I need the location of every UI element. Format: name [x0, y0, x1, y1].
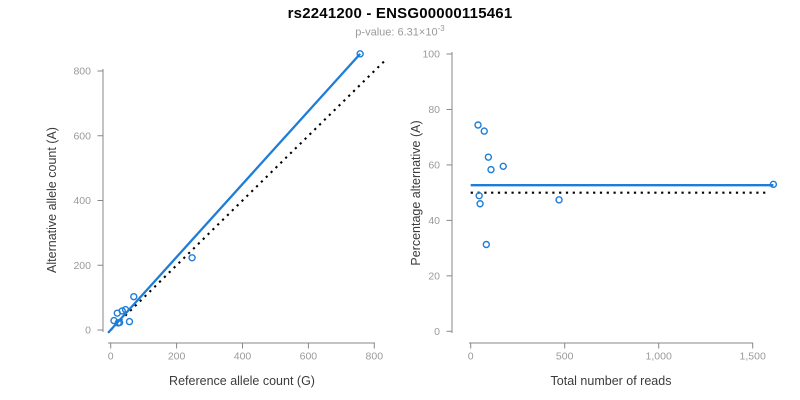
data-point: [555, 196, 563, 204]
data-point: [474, 121, 482, 129]
percentage-vs-reads-plot: 0 500 1,000 1,500 0 20 40 60 80 100 Total number o…: [409, 49, 778, 388]
y-tick-label: 40: [428, 215, 440, 227]
data-point: [125, 317, 134, 326]
x-tick-label: 500: [556, 351, 574, 363]
data-point: [769, 180, 778, 189]
x-tick-label: 0: [468, 351, 474, 363]
y-axis-title: Percentage alternative (A): [409, 120, 423, 265]
y-tick-label: 800: [73, 66, 91, 78]
data-point: [356, 50, 364, 58]
allele-counts-plot: 0 200 400 600 800 0 200 400 600 800 Reference alle…: [45, 50, 388, 388]
y-tick-label: 0: [85, 325, 91, 337]
data-point: [476, 200, 484, 208]
identity-line: [109, 57, 388, 331]
data-point: [484, 153, 493, 161]
data-point: [475, 192, 483, 200]
fit-line: [107, 53, 361, 334]
x-tick-label: 1,500: [740, 351, 766, 363]
y-axis-title: Alternative allele count (A): [45, 127, 59, 273]
pvalue-text: p-value: 6.31×10: [355, 26, 438, 39]
pvalue-exponent: -3: [437, 24, 445, 33]
data-point: [188, 254, 196, 262]
data-point: [487, 165, 495, 174]
x-tick-label: 0: [108, 351, 114, 363]
x-axis-title: Reference allele count (G): [169, 374, 315, 388]
x-tick-label: 400: [234, 351, 252, 363]
data-point: [115, 318, 124, 327]
y-tick-label: 100: [422, 49, 440, 61]
x-tick-label: 1,000: [646, 351, 672, 363]
figure-title: rs2241200 - ENSG00000115461: [287, 5, 513, 22]
data-point: [130, 292, 138, 301]
y-tick-label: 400: [73, 195, 91, 207]
y-tick-label: 20: [428, 270, 440, 282]
y-tick-label: 0: [434, 326, 440, 338]
x-tick-label: 800: [366, 351, 384, 363]
figure-subtitle: p-value: 6.31×10-3: [0, 24, 800, 39]
data-point: [480, 127, 488, 135]
data-point: [121, 305, 130, 314]
data-point: [499, 162, 507, 171]
x-tick-label: 200: [168, 351, 186, 363]
data-point: [118, 307, 126, 315]
x-tick-label: 600: [300, 351, 318, 363]
y-tick-label: 60: [428, 159, 440, 171]
data-point: [482, 240, 491, 249]
y-tick-label: 200: [73, 260, 91, 272]
y-tick-label: 80: [428, 104, 440, 116]
y-tick-label: 600: [73, 130, 91, 142]
x-axis-title: Total number of reads: [551, 374, 672, 388]
